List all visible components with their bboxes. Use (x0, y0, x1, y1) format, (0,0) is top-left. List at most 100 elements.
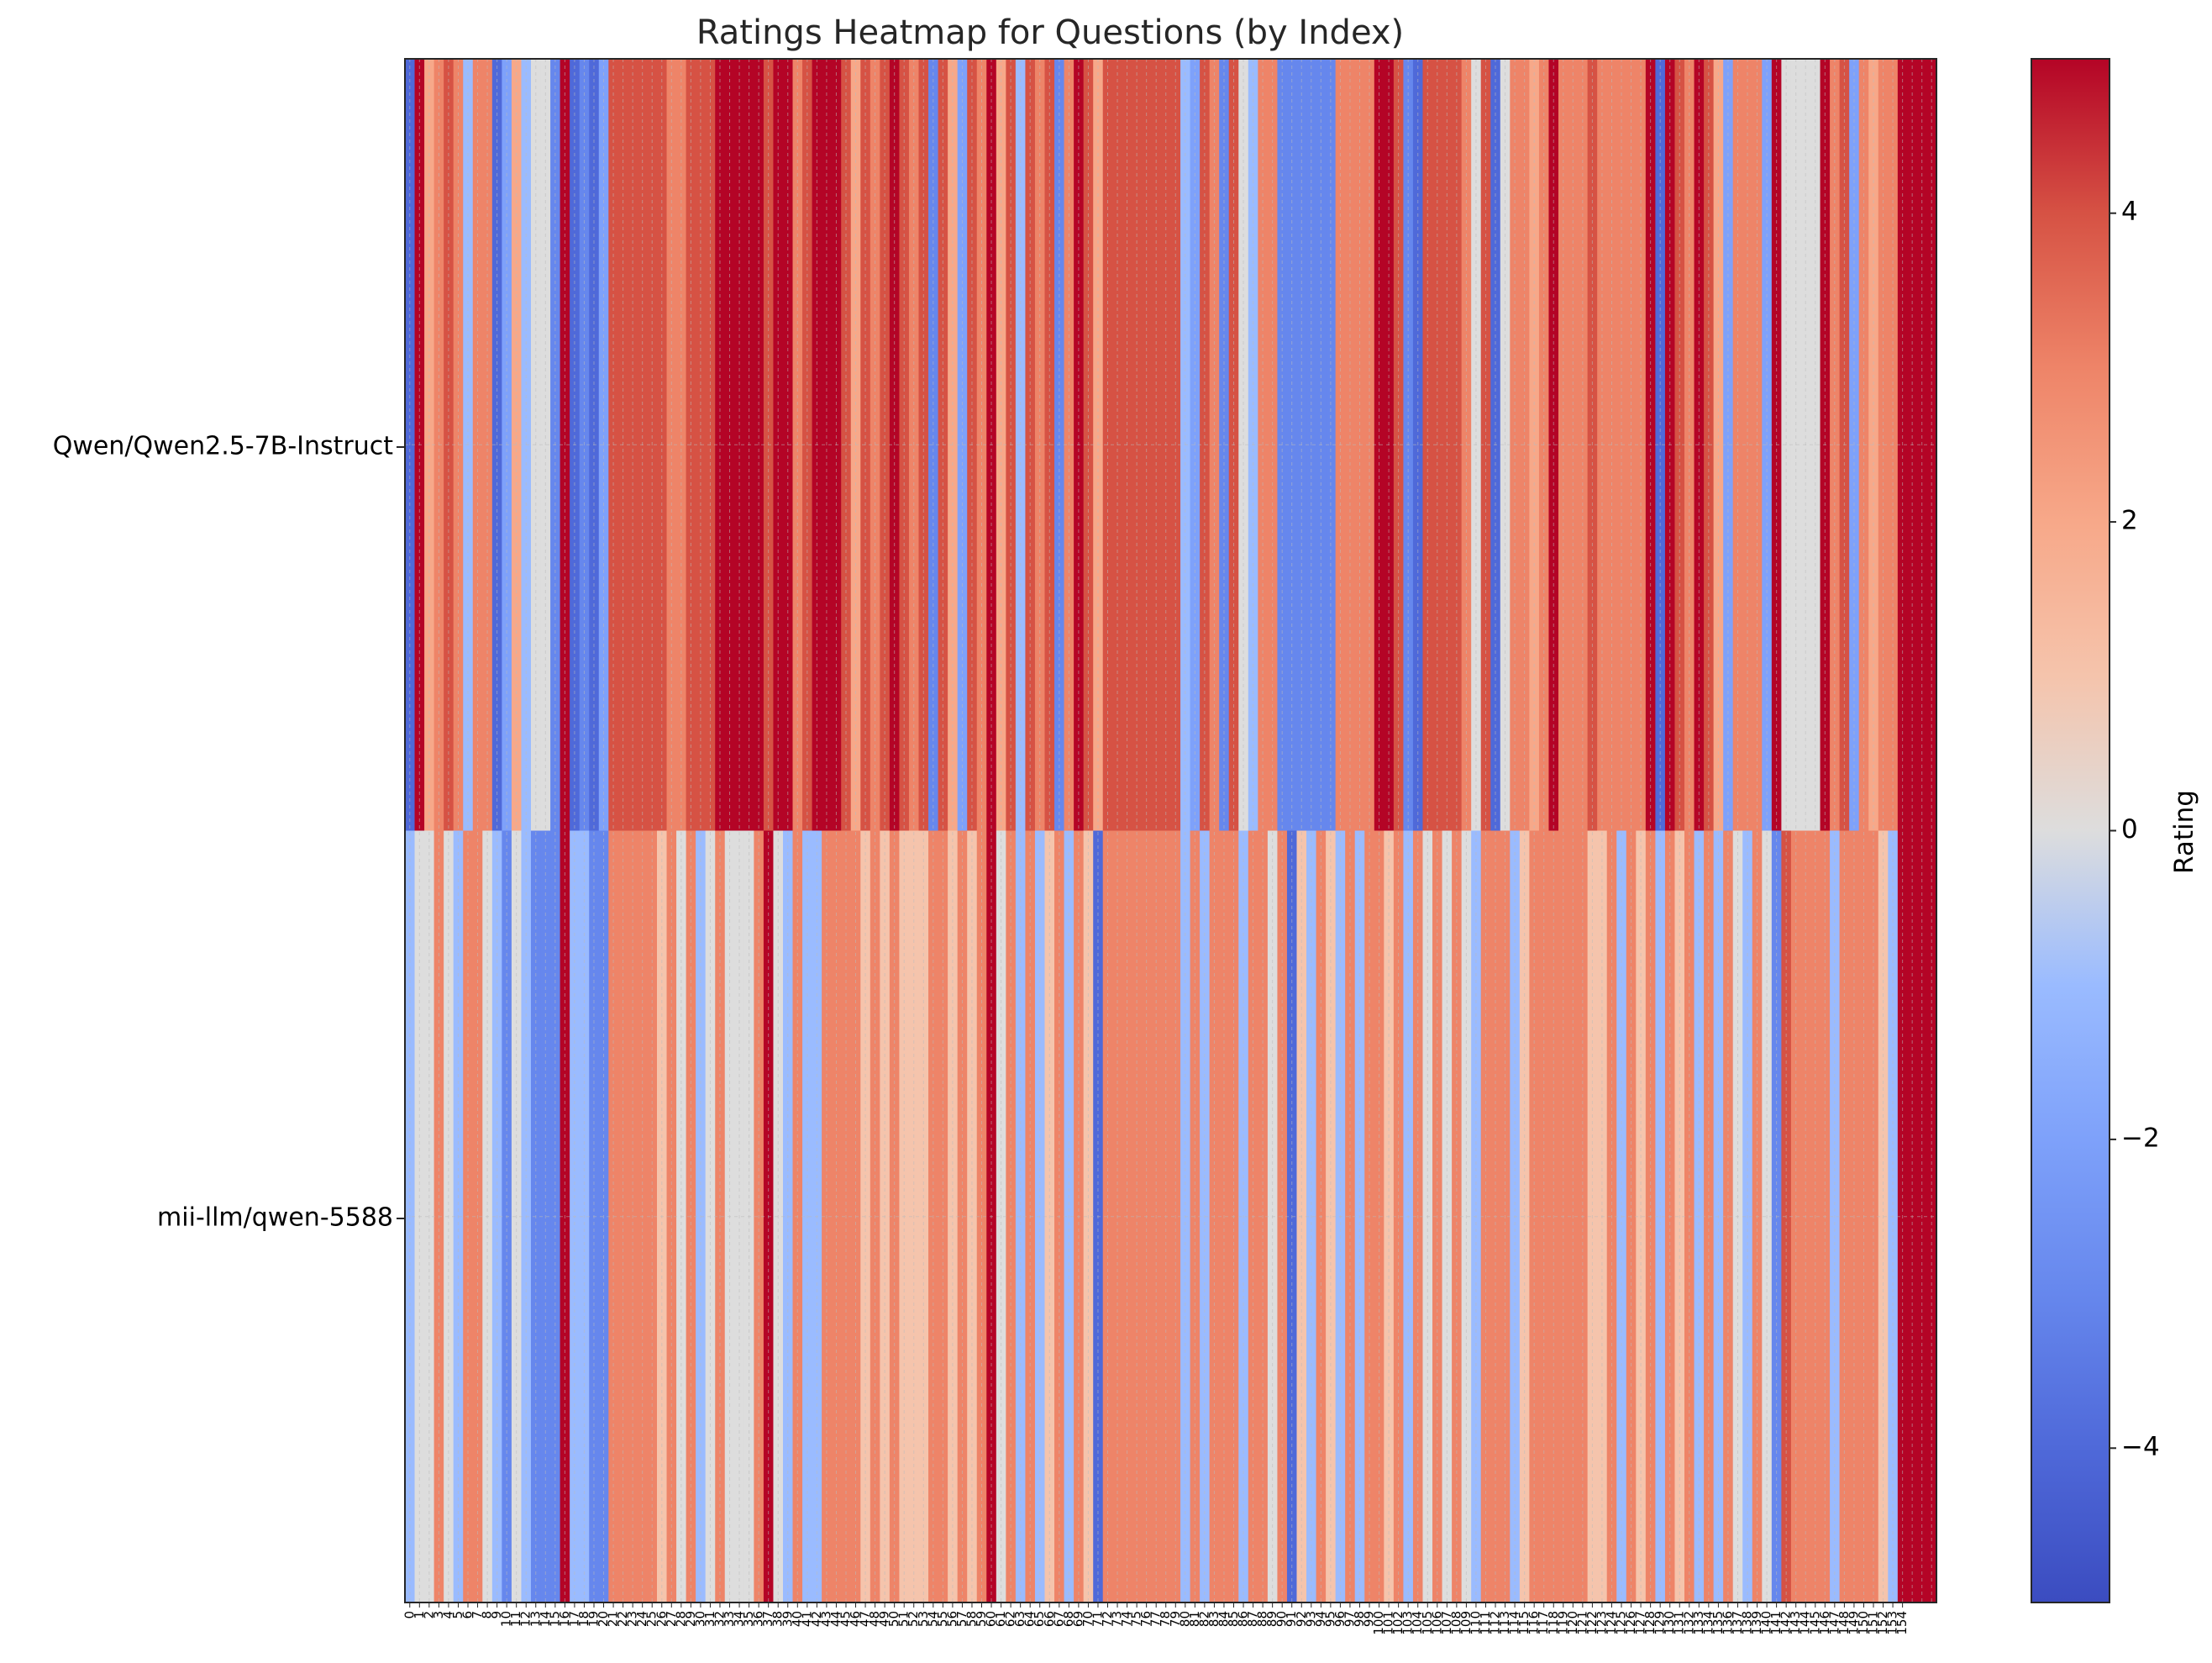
x-tick-label-120: 120 (1565, 1611, 1580, 1635)
x-tick-label-65: 65 (1032, 1611, 1047, 1627)
x-tick-label-1: 1 (412, 1611, 427, 1619)
x-tick-label-143: 143 (1788, 1611, 1803, 1635)
x-tick-label-67: 67 (1051, 1611, 1066, 1627)
x-tick-label-151: 151 (1866, 1611, 1881, 1635)
x-tick-label-87: 87 (1245, 1611, 1260, 1627)
x-axis: 0123456789101112131415161718192021222324… (402, 1602, 1910, 1635)
x-tick-label-98: 98 (1352, 1611, 1367, 1627)
x-tick-label-93: 93 (1303, 1611, 1318, 1627)
x-tick-label-123: 123 (1594, 1611, 1609, 1635)
x-tick-label-15: 15 (547, 1611, 562, 1627)
x-tick-label-146: 146 (1817, 1611, 1832, 1635)
x-tick-label-29: 29 (683, 1611, 698, 1627)
x-tick-label-53: 53 (916, 1611, 931, 1627)
x-tick-label-61: 61 (993, 1611, 1008, 1627)
x-tick-label-100: 100 (1371, 1611, 1386, 1635)
x-tick-label-44: 44 (828, 1611, 843, 1627)
x-tick-label-48: 48 (867, 1611, 882, 1627)
colorbar: −4 −2 0 2 4 Rating (2031, 58, 2199, 1603)
x-tick-label-66: 66 (1042, 1611, 1057, 1627)
colorbar-tick-label: −4 (2121, 1432, 2160, 1462)
x-tick-label-46: 46 (848, 1611, 863, 1627)
x-tick-label-73: 73 (1110, 1611, 1125, 1627)
y-tick-label-row-0: Qwen/Qwen2.5-7B-Instruct (53, 432, 393, 461)
chart-title: Ratings Heatmap for Questions (by Index) (696, 13, 1404, 52)
x-tick-label-58: 58 (964, 1611, 979, 1627)
x-tick-label-122: 122 (1584, 1611, 1600, 1635)
x-tick-label-14: 14 (538, 1611, 553, 1627)
x-tick-label-30: 30 (692, 1611, 707, 1627)
x-tick-label-113: 113 (1497, 1611, 1512, 1635)
x-tick-label-10: 10 (499, 1611, 514, 1627)
x-tick-label-144: 144 (1798, 1611, 1813, 1635)
x-tick-label-128: 128 (1642, 1611, 1658, 1635)
heatmap-cells (405, 59, 1937, 1603)
x-tick-label-56: 56 (944, 1611, 959, 1627)
colorbar-tick-label: 4 (2121, 197, 2138, 227)
x-tick-label-121: 121 (1574, 1611, 1589, 1635)
x-tick-label-78: 78 (1158, 1611, 1173, 1627)
x-tick-label-60: 60 (984, 1611, 999, 1627)
x-tick-label-92: 92 (1294, 1611, 1309, 1627)
x-tick-label-21: 21 (606, 1611, 621, 1627)
x-tick-label-25: 25 (644, 1611, 659, 1627)
x-tick-label-127: 127 (1633, 1611, 1648, 1635)
x-tick-label-36: 36 (751, 1611, 766, 1627)
x-tick-label-142: 142 (1779, 1611, 1794, 1635)
x-tick-label-39: 39 (780, 1611, 795, 1627)
x-tick-label-52: 52 (906, 1611, 921, 1627)
x-tick-label-101: 101 (1381, 1611, 1396, 1635)
x-tick-label-124: 124 (1604, 1611, 1619, 1635)
x-tick-label-24: 24 (634, 1611, 649, 1627)
y-axis: Qwen/Qwen2.5-7B-Instruct mii-llm/qwen-55… (53, 432, 405, 1233)
x-tick-label-16: 16 (557, 1611, 572, 1627)
x-tick-label-75: 75 (1129, 1611, 1144, 1627)
x-tick-label-104: 104 (1410, 1611, 1425, 1635)
x-tick-label-133: 133 (1691, 1611, 1706, 1635)
x-tick-label-42: 42 (809, 1611, 824, 1627)
x-tick-label-55: 55 (935, 1611, 950, 1627)
x-tick-label-137: 137 (1730, 1611, 1745, 1635)
x-tick-label-115: 115 (1516, 1611, 1532, 1635)
x-tick-label-13: 13 (528, 1611, 543, 1627)
x-tick-label-116: 116 (1526, 1611, 1542, 1635)
x-tick-label-32: 32 (712, 1611, 727, 1627)
x-tick-label-49: 49 (877, 1611, 892, 1627)
x-tick-label-105: 105 (1420, 1611, 1435, 1635)
x-tick-label-129: 129 (1652, 1611, 1668, 1635)
x-tick-label-79: 79 (1168, 1611, 1183, 1627)
x-tick-label-63: 63 (1012, 1611, 1027, 1627)
x-tick-label-114: 114 (1507, 1611, 1522, 1635)
x-tick-label-106: 106 (1429, 1611, 1444, 1635)
x-tick-label-140: 140 (1759, 1611, 1774, 1635)
x-tick-label-131: 131 (1672, 1611, 1687, 1635)
x-tick-label-117: 117 (1536, 1611, 1551, 1635)
x-tick-label-90: 90 (1274, 1611, 1290, 1627)
x-tick-label-153: 153 (1885, 1611, 1900, 1635)
x-tick-label-97: 97 (1342, 1611, 1357, 1627)
x-tick-label-34: 34 (732, 1611, 747, 1627)
x-tick-label-109: 109 (1458, 1611, 1474, 1635)
x-tick-label-88: 88 (1255, 1611, 1270, 1627)
x-tick-label-138: 138 (1740, 1611, 1755, 1635)
x-tick-label-57: 57 (954, 1611, 969, 1627)
x-tick-label-70: 70 (1080, 1611, 1095, 1627)
y-tick-label-row-1: mii-llm/qwen-5588 (157, 1203, 393, 1233)
x-tick-label-72: 72 (1100, 1611, 1115, 1627)
x-tick-label-47: 47 (858, 1611, 873, 1627)
x-tick-label-86: 86 (1236, 1611, 1251, 1627)
x-tick-label-12: 12 (518, 1611, 533, 1627)
x-tick-label-102: 102 (1390, 1611, 1405, 1635)
x-tick-label-27: 27 (664, 1611, 679, 1627)
x-tick-label-40: 40 (790, 1611, 805, 1627)
x-tick-label-96: 96 (1332, 1611, 1348, 1627)
x-tick-label-9: 9 (489, 1611, 504, 1619)
colorbar-label: Rating (2169, 790, 2199, 874)
x-tick-label-5: 5 (450, 1611, 465, 1619)
x-tick-label-3: 3 (431, 1611, 446, 1619)
x-tick-label-45: 45 (838, 1611, 853, 1627)
x-tick-label-141: 141 (1768, 1611, 1784, 1635)
x-tick-label-132: 132 (1681, 1611, 1696, 1635)
x-tick-label-94: 94 (1313, 1611, 1328, 1627)
x-tick-label-83: 83 (1206, 1611, 1222, 1627)
